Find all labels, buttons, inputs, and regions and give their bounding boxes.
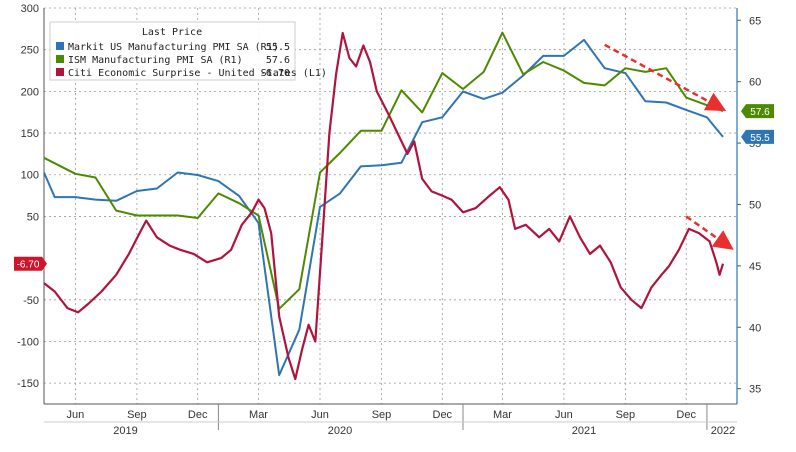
- legend-value-citi: -6.70: [260, 68, 290, 79]
- trend-arrow-1: [685, 215, 734, 250]
- axes: 30025020015010050-50-100-150656055504540…: [17, 3, 761, 437]
- series-line-1: [43, 31, 724, 310]
- last-value-badge-2: [14, 256, 47, 271]
- legend-title: Last Price: [142, 27, 202, 38]
- month-tick-label: Sep: [372, 409, 392, 421]
- month-tick-label: Dec: [676, 409, 696, 421]
- right-tick-label: 65: [749, 15, 761, 27]
- last-value-text-0: 57.6: [750, 107, 770, 118]
- right-tick-label: 45: [749, 261, 761, 273]
- left-tick-label: -150: [17, 378, 39, 390]
- month-tick-label: Dec: [188, 409, 208, 421]
- series: [43, 31, 725, 381]
- last-value-text-2: -6.70: [17, 260, 40, 271]
- legend-label-markit: Markit US Manufacturing PMI SA (R1): [68, 42, 279, 53]
- last-value-text-1: 55.5: [750, 133, 770, 144]
- legend-swatch-ism: [56, 55, 64, 63]
- month-tick-label: Sep: [616, 409, 636, 421]
- left-tick-label: 150: [21, 128, 39, 140]
- right-tick-label: 50: [749, 199, 761, 211]
- month-tick-label: Dec: [433, 409, 453, 421]
- left-tick-label: 200: [21, 86, 39, 98]
- year-label: 2021: [572, 425, 596, 437]
- legend-label-ism: ISM Manufacturing PMI SA (R1): [68, 55, 243, 66]
- left-tick-label: -100: [17, 336, 39, 348]
- legend-swatch-citi: [56, 68, 64, 76]
- legend-box: [49, 21, 296, 81]
- legend-label-citi: Citi Economic Surprise - United States (…: [68, 68, 327, 79]
- month-tick-label: Sep: [127, 409, 147, 421]
- right-tick-label: 60: [749, 77, 761, 89]
- left-tick-label: 100: [21, 170, 39, 182]
- month-tick-label: Jun: [67, 409, 85, 421]
- trend-arrow-0: [604, 43, 727, 112]
- left-tick-label: 250: [21, 45, 39, 57]
- left-tick-label: -50: [23, 295, 39, 307]
- annotations: [604, 43, 734, 250]
- series-line-0: [43, 38, 724, 377]
- month-tick-label: Jun: [555, 409, 573, 421]
- year-label: 2022: [711, 425, 735, 437]
- series-line-2: [43, 31, 725, 381]
- month-tick-label: Mar: [493, 409, 512, 421]
- last-value-badge-0: [741, 104, 774, 119]
- year-label: 2019: [113, 425, 137, 437]
- right-tick-label: 40: [749, 322, 761, 334]
- month-tick-label: Jun: [311, 409, 329, 421]
- last-value-badge-1: [741, 129, 774, 144]
- left-tick-label: 300: [21, 3, 39, 15]
- legend: Last Price Markit US Manufacturing PMI S…: [49, 21, 327, 81]
- legend-swatch-markit: [56, 42, 64, 50]
- left-tick-label: 50: [27, 211, 39, 223]
- last-value-badges: 57.6 55.5 -6.70: [14, 104, 774, 271]
- legend-value-ism: 57.6: [266, 55, 290, 66]
- right-tick-label: 35: [749, 384, 761, 396]
- year-label: 2020: [328, 425, 352, 437]
- month-tick-label: Mar: [249, 409, 268, 421]
- legend-value-markit: 55.5: [266, 42, 290, 53]
